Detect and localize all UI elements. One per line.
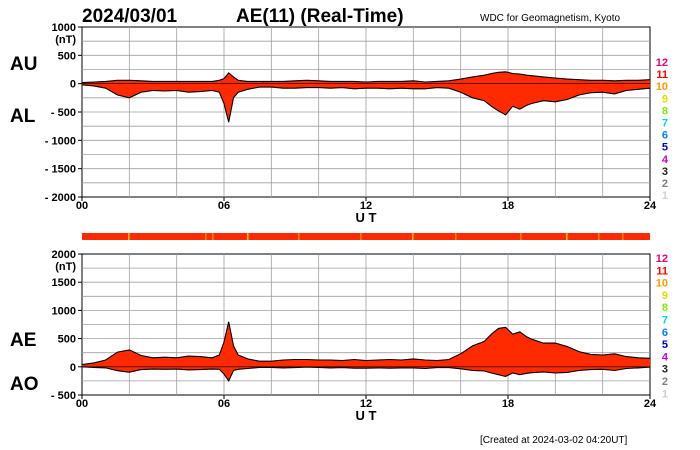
y-tick-label: 1500 <box>52 277 76 289</box>
y-tick-label: - 2000 <box>45 192 76 204</box>
y-tick-label: 2000 <box>52 249 76 261</box>
panel-ae-ao: 2000 1500 1000 500 0 - 500 (nT) 00 06 12 18 24 U T AE… <box>10 249 657 423</box>
area-fill <box>82 321 650 381</box>
legend-station-count-10: 10 <box>656 278 668 290</box>
y-tick-label: 0 <box>70 362 76 374</box>
legend-station-count-4: 4 <box>662 154 669 166</box>
legend-station-count-6: 6 <box>662 327 668 339</box>
x-tick-label: 00 <box>76 398 88 410</box>
legend-station-count-1: 1 <box>662 388 668 400</box>
x-tick-label: 12 <box>360 398 372 410</box>
station-count-mark <box>360 233 362 240</box>
legend-station-count-2: 2 <box>662 376 668 388</box>
series-line-ao <box>81 366 651 383</box>
series-line-au <box>81 71 651 84</box>
station-count-mark <box>128 233 130 240</box>
legend-station-count-3: 3 <box>662 364 668 376</box>
series-label-ao: AO <box>10 374 39 395</box>
panel-au-al: 1000 500 0 - 500 - 1000 - 1500 - 2000 (nT) 00 06 1… <box>10 22 657 225</box>
x-tick-label: 00 <box>76 200 88 212</box>
legend-station-count-7: 7 <box>662 315 668 327</box>
station-count-mark <box>247 233 249 240</box>
station-count-mark <box>455 233 457 240</box>
y-tick-label: 1000 <box>52 22 76 34</box>
y-tick-label: 500 <box>58 334 76 346</box>
station-count-bar-marks <box>128 233 624 240</box>
x-axis-label: U T <box>356 408 377 423</box>
station-count-mark <box>598 233 600 240</box>
x-tick-label: 06 <box>218 200 230 212</box>
legend-station-count-4: 4 <box>662 351 669 363</box>
legend-station-count-11: 11 <box>656 69 668 81</box>
y-tick-label: 500 <box>58 50 76 62</box>
y-unit-label: (nT) <box>55 34 76 46</box>
series-label-al: AL <box>10 106 36 127</box>
legend-station-count-2: 2 <box>662 178 668 190</box>
x-axis-label: U T <box>356 210 377 225</box>
y-tick-label: - 500 <box>51 107 76 119</box>
y-tick-label: - 1000 <box>45 135 76 147</box>
chart-title: AE(11) (Real-Time) <box>236 6 404 27</box>
legend-station-count-6: 6 <box>662 130 668 142</box>
station-count-mark <box>622 233 624 240</box>
y-tick-label: 1000 <box>52 305 76 317</box>
station-count-mark <box>205 233 207 240</box>
legend-station-count-5: 5 <box>662 142 668 154</box>
legend-station-count-8: 8 <box>662 302 668 314</box>
legend-station-count-11: 11 <box>656 265 668 277</box>
series-line-ae <box>81 321 651 366</box>
station-count-mark <box>212 233 214 240</box>
x-tick-label: 24 <box>644 200 657 212</box>
series-label-au: AU <box>10 54 37 75</box>
station-count-mark <box>520 233 522 240</box>
created-timestamp: [Created at 2024-03-02 04:20UT] <box>480 435 628 446</box>
area-fill <box>82 71 650 123</box>
station-count-mark <box>566 233 568 240</box>
station-count-mark <box>412 233 414 240</box>
x-tick-label: 24 <box>644 398 657 410</box>
legend-station-count-12: 12 <box>656 57 668 69</box>
series-label-ae: AE <box>10 330 36 351</box>
legend-station-count-9: 9 <box>662 93 668 105</box>
y-tick-label: 0 <box>70 79 76 91</box>
legend-station-count-12: 12 <box>656 253 668 265</box>
station-count-mark <box>298 233 300 240</box>
y-tick-label: - 1500 <box>45 164 76 176</box>
chart-credit: WDC for Geomagnetism, Kyoto <box>480 13 620 24</box>
y-tick-label: - 500 <box>51 390 76 402</box>
series-line-al <box>81 84 651 123</box>
y-unit-label: (nT) <box>55 261 76 273</box>
legend-station-count-5: 5 <box>662 339 668 351</box>
legend-station-count-3: 3 <box>662 166 668 178</box>
legend-station-count-1: 1 <box>662 190 668 202</box>
legend-station-count-10: 10 <box>656 81 668 93</box>
legend-station-count-7: 7 <box>662 118 668 130</box>
x-tick-label: 12 <box>360 200 372 212</box>
station-count-bar <box>82 233 650 240</box>
x-tick-label: 06 <box>218 398 230 410</box>
legend-station-count-8: 8 <box>662 105 668 117</box>
chart-date: 2024/03/01 <box>82 6 178 27</box>
x-tick-label: 18 <box>502 200 514 212</box>
x-tick-label: 18 <box>502 398 514 410</box>
legend-station-count-9: 9 <box>662 290 668 302</box>
